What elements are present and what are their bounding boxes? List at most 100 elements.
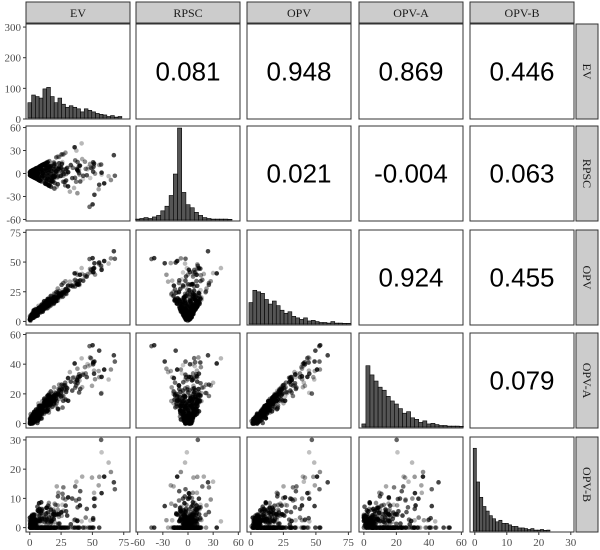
scatter-point xyxy=(317,367,323,372)
scatter-point xyxy=(317,469,323,475)
histogram-bar xyxy=(283,312,289,325)
scatter-point xyxy=(218,356,224,361)
scatter-point xyxy=(192,363,198,369)
scatter-point xyxy=(173,503,178,508)
scatter-point xyxy=(192,271,198,276)
scatter-point xyxy=(260,420,266,426)
scatter-point xyxy=(77,172,82,178)
scatter-point xyxy=(196,266,201,272)
y-tick-label: 0 xyxy=(16,169,22,181)
scatter-point xyxy=(178,469,184,475)
scatter-point xyxy=(99,490,104,496)
scatter-point xyxy=(191,413,196,418)
histogram-bar xyxy=(248,302,254,325)
scatter-point xyxy=(112,359,118,364)
histogram-bar xyxy=(198,215,203,221)
scatter-point xyxy=(311,460,317,465)
scatter-point xyxy=(419,490,425,496)
scatter-point xyxy=(185,272,191,277)
scatter-point xyxy=(203,289,208,295)
scatter-point xyxy=(402,475,408,480)
scatter-point xyxy=(90,342,95,348)
scatter-point xyxy=(379,516,385,522)
scatter-point xyxy=(199,295,204,300)
histogram-bar xyxy=(479,496,484,532)
scatter-point xyxy=(408,518,414,524)
scatter-point xyxy=(39,166,44,172)
scatter-point xyxy=(214,525,220,530)
scatter-point xyxy=(204,286,209,291)
scatter-point xyxy=(185,384,190,390)
scatter-point xyxy=(184,450,190,455)
histogram-bar xyxy=(106,116,111,119)
scatter-point xyxy=(60,405,65,410)
correlation-value: 0.063 xyxy=(489,159,554,189)
row-strip-label-ev: EV xyxy=(580,64,594,80)
scatter-point xyxy=(218,265,224,271)
scatter-point xyxy=(267,516,273,522)
scatter-point xyxy=(37,178,43,183)
scatter-point xyxy=(28,315,34,321)
scatter-point xyxy=(178,307,183,312)
histogram-bar xyxy=(342,323,347,325)
histogram-bar xyxy=(279,309,285,325)
scatter-point xyxy=(72,271,77,276)
scatter-point xyxy=(178,367,184,372)
scatter-point xyxy=(96,348,102,353)
scatter-point xyxy=(297,515,303,520)
histogram-bar xyxy=(35,96,40,119)
scatter-point xyxy=(190,405,196,410)
scatter-point xyxy=(196,355,201,360)
scatter-point xyxy=(96,182,102,188)
x-tick-label: 30 xyxy=(208,537,220,549)
histogram-bar xyxy=(223,218,229,221)
scatter-point xyxy=(189,495,195,501)
scatter-point xyxy=(53,155,59,160)
scatter-point xyxy=(92,260,97,266)
scatter-point xyxy=(191,284,197,289)
scatter-point xyxy=(169,501,174,507)
scatter-point xyxy=(98,162,104,167)
scatter-point xyxy=(106,460,111,465)
scatter-point xyxy=(199,517,204,523)
scatter-point xyxy=(39,167,44,173)
scatter-point xyxy=(366,512,371,518)
histogram-bar xyxy=(181,192,187,221)
histogram-bar xyxy=(369,374,375,428)
scatter-point xyxy=(200,385,205,390)
scatter-point xyxy=(73,179,79,185)
scatter-point xyxy=(171,293,176,299)
histogram-bar xyxy=(450,425,456,428)
scatter-point xyxy=(182,261,188,266)
scatter-point xyxy=(404,509,409,515)
histogram-bar xyxy=(53,102,59,119)
scatter-point xyxy=(413,503,418,508)
histogram-bar xyxy=(406,411,411,428)
scatter-point xyxy=(424,525,429,530)
scatter-point xyxy=(169,385,174,390)
histogram-bar xyxy=(252,289,258,325)
histogram-bar xyxy=(57,97,63,119)
correlation-value: 0.924 xyxy=(378,263,443,293)
scatter-point xyxy=(284,509,289,514)
histogram-bar xyxy=(206,218,212,221)
scatter-point xyxy=(420,469,426,475)
scatter-point xyxy=(60,495,66,501)
scatter-point xyxy=(372,508,378,514)
scatter-point xyxy=(288,496,293,501)
scatter-point xyxy=(186,267,192,273)
histogram-bar xyxy=(164,205,170,221)
scatter-point xyxy=(366,506,372,512)
scatter-point xyxy=(62,380,68,385)
histogram-bar xyxy=(540,529,544,532)
scatter-point xyxy=(388,525,394,530)
histogram-bar xyxy=(326,322,332,325)
histogram-bar xyxy=(27,102,32,119)
scatter-point xyxy=(191,311,196,317)
scatter-point xyxy=(180,388,186,393)
scatter-point xyxy=(151,342,157,348)
scatter-point xyxy=(252,415,258,421)
row-strip-label-opv-b: OPV-B xyxy=(580,467,594,502)
scatter-point xyxy=(62,287,68,292)
scatter-point xyxy=(180,362,186,368)
